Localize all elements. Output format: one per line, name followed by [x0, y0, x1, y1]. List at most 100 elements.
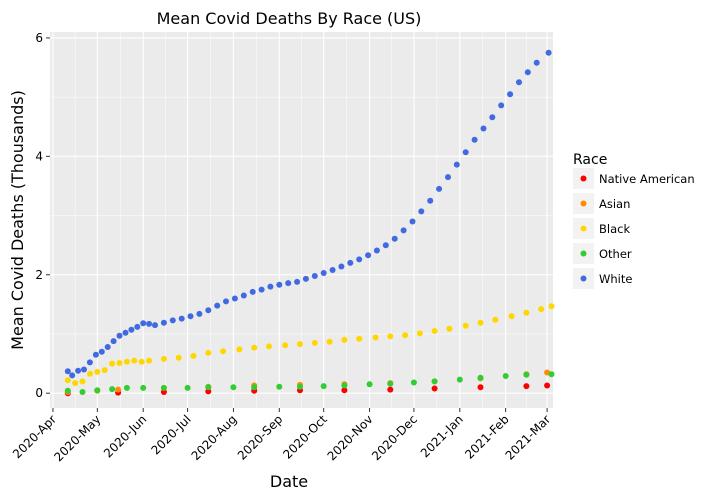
data-point: [214, 302, 221, 309]
data-point: [338, 263, 345, 270]
data-point: [382, 242, 389, 249]
data-point: [75, 367, 82, 374]
data-point: [64, 368, 71, 375]
data-point: [366, 381, 373, 388]
series-other: [64, 371, 555, 395]
data-point: [249, 288, 256, 295]
data-point: [477, 374, 484, 381]
data-point: [456, 376, 463, 383]
data-point: [79, 378, 86, 385]
y-axis: 0 2 4 6: [35, 31, 50, 400]
data-point: [69, 372, 76, 379]
data-point: [240, 292, 247, 299]
data-point: [445, 174, 451, 181]
data-point: [110, 338, 117, 345]
data-point: [320, 383, 327, 390]
data-point: [251, 344, 258, 351]
data-point: [523, 383, 530, 390]
x-tick-label: 2020-Dec: [369, 412, 420, 463]
data-point: [131, 357, 138, 364]
data-point: [533, 59, 540, 66]
data-point: [477, 384, 484, 391]
data-point: [205, 307, 212, 314]
legend-title: Race: [573, 152, 607, 168]
data-point: [92, 351, 99, 358]
data-point: [266, 343, 272, 350]
legend-marker: [580, 250, 587, 257]
data-point: [311, 273, 318, 279]
data-point: [471, 136, 478, 143]
data-point: [123, 384, 130, 391]
data-point: [329, 267, 336, 273]
data-point: [524, 69, 531, 76]
data-point: [498, 102, 505, 109]
data-point: [391, 235, 398, 242]
data-point: [548, 371, 555, 378]
data-point: [178, 315, 185, 322]
data-point: [116, 332, 123, 339]
data-point: [480, 125, 487, 132]
x-tick-label: 2020-Nov: [325, 412, 376, 463]
data-point: [311, 339, 318, 346]
data-point: [462, 322, 469, 329]
data-point: [507, 91, 514, 98]
series-black: [64, 303, 555, 387]
data-point: [326, 338, 333, 345]
legend-marker: [580, 275, 587, 282]
data-point: [138, 358, 145, 365]
data-point: [140, 320, 147, 327]
data-point: [373, 247, 380, 254]
data-point: [146, 320, 153, 327]
data-point: [267, 283, 274, 290]
legend-marker: [580, 200, 587, 207]
data-point: [285, 280, 292, 287]
data-point: [410, 379, 417, 386]
data-point: [220, 348, 227, 355]
y-tick-label: 4: [35, 149, 43, 163]
data-point: [251, 384, 258, 391]
data-point: [436, 185, 443, 192]
x-tick-label: 2020-Jul: [148, 412, 193, 457]
data-point: [184, 384, 191, 391]
data-point: [294, 278, 301, 285]
data-point: [123, 358, 130, 365]
data-point: [544, 382, 551, 389]
data-point: [116, 360, 123, 366]
data-point: [489, 114, 496, 121]
data-point: [258, 286, 265, 293]
data-point: [409, 218, 416, 225]
data-point: [387, 386, 394, 393]
data-point: [477, 319, 484, 326]
data-point: [223, 298, 229, 305]
data-point: [416, 330, 423, 337]
x-tick-label: 2020-Oct: [280, 412, 330, 462]
data-point: [402, 332, 409, 339]
data-point: [104, 344, 111, 350]
data-point: [205, 384, 212, 391]
data-point: [230, 384, 237, 391]
data-point: [160, 319, 167, 326]
data-point: [152, 322, 158, 329]
data-point: [431, 385, 438, 392]
data-point: [146, 357, 153, 364]
data-point: [276, 281, 283, 288]
x-tick-label: 2021-Mar: [503, 412, 554, 463]
y-tick-label: 0: [35, 386, 43, 400]
data-point: [545, 49, 552, 56]
legend-label: Black: [599, 222, 630, 236]
data-point: [356, 256, 363, 263]
data-point: [128, 326, 135, 333]
legend-marker: [580, 175, 587, 182]
data-point: [169, 317, 176, 324]
data-point: [134, 323, 141, 330]
y-tick-label: 6: [35, 31, 43, 45]
data-point: [205, 349, 212, 356]
data-point: [492, 316, 499, 323]
data-point: [81, 366, 87, 373]
data-point: [236, 346, 243, 353]
data-point: [365, 252, 372, 259]
data-point: [341, 387, 348, 394]
y-tick-label: 2: [35, 268, 43, 282]
data-point: [231, 295, 238, 302]
